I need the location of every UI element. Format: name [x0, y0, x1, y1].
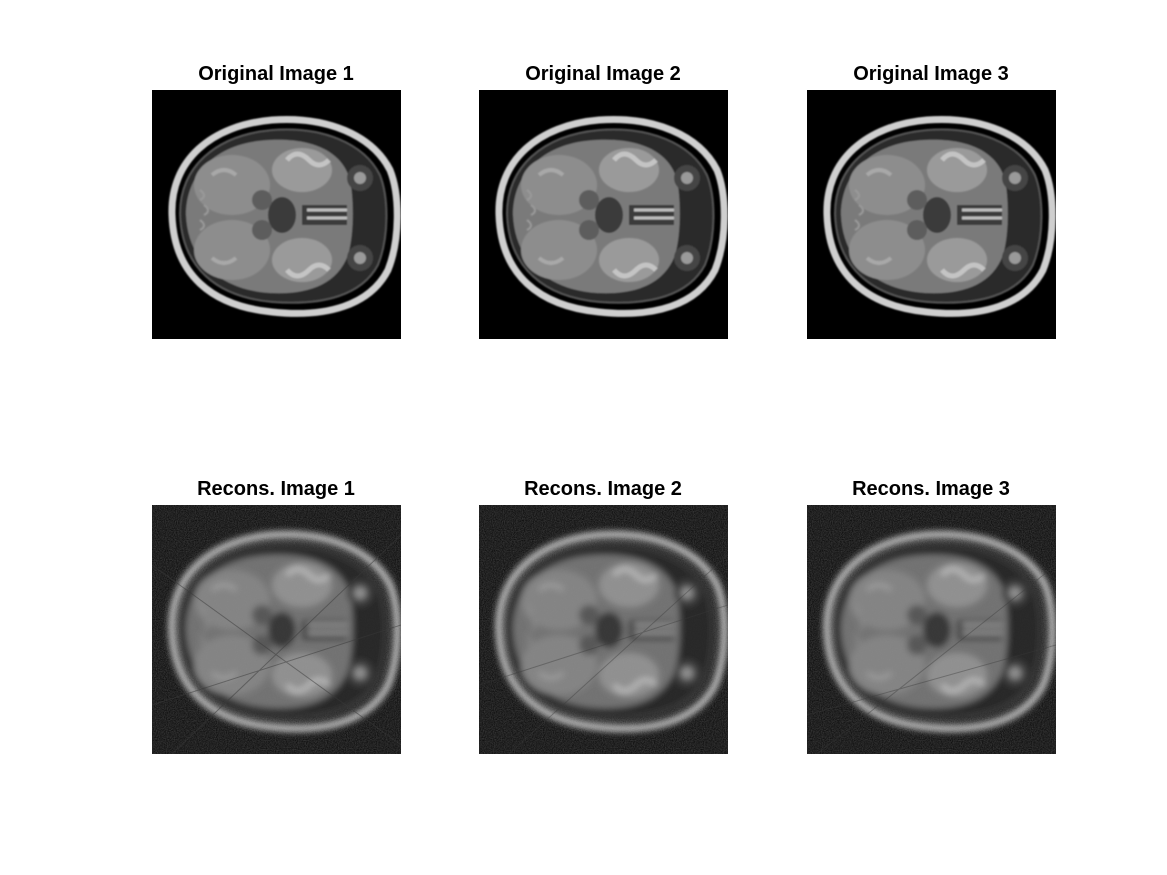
original-image-3: [807, 90, 1056, 339]
panel-title-original-2: Original Image 2: [525, 63, 681, 85]
panel-title-original-3: Original Image 3: [853, 63, 1009, 85]
original-image-1: [152, 90, 401, 339]
original-image-2: [479, 90, 728, 339]
panel-title-recons-2: Recons. Image 2: [524, 478, 682, 500]
panel-title-recons-3: Recons. Image 3: [852, 478, 1010, 500]
panel-title-original-1: Original Image 1: [198, 63, 354, 85]
reconstructed-image-1: [152, 505, 401, 754]
reconstructed-image-2: [479, 505, 728, 754]
reconstructed-image-3: [807, 505, 1056, 754]
panel-title-recons-1: Recons. Image 1: [197, 478, 355, 500]
